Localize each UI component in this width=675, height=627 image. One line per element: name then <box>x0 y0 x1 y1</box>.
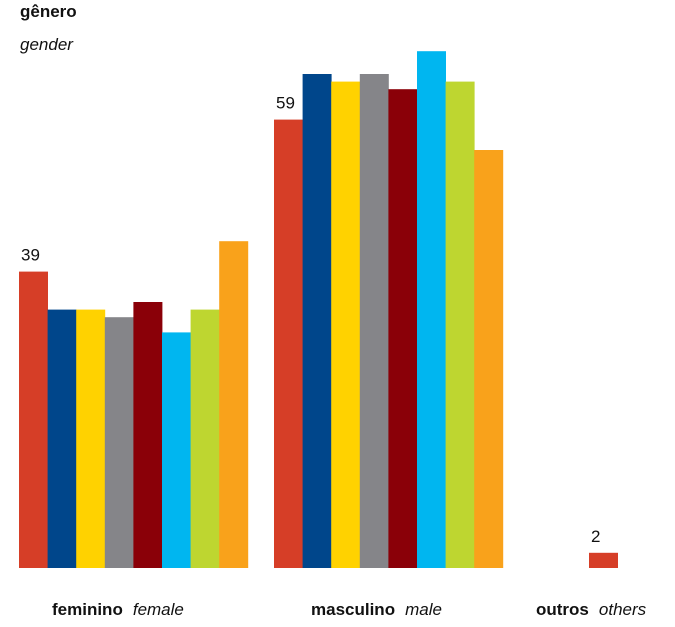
bar-feminino-0 <box>19 271 48 568</box>
data-label-outros: 2 <box>591 527 600 546</box>
category-label-masculino: masculino male <box>311 600 442 620</box>
chart-title: gênero <box>20 2 77 21</box>
bar-feminino-3 <box>104 317 134 568</box>
category-label-en: others <box>598 600 647 619</box>
data-label-masculino: 59 <box>276 94 295 113</box>
bar-feminino-7 <box>219 241 249 568</box>
bar-masculino-0 <box>274 119 303 568</box>
category-label-pt: outros <box>536 600 589 619</box>
bar-masculino-6 <box>445 81 475 568</box>
category-label-pt: masculino <box>311 600 396 619</box>
category-label-outros: outros others <box>536 600 646 620</box>
category-label-en: male <box>405 600 442 619</box>
bar-masculino-5 <box>417 51 446 568</box>
category-label-pt: feminino <box>52 600 123 619</box>
bar-outros-0 <box>589 552 618 568</box>
bar-masculino-3 <box>359 74 389 568</box>
bar-masculino-4 <box>388 89 418 568</box>
category-label-feminino: feminino female <box>52 600 184 620</box>
bar-feminino-4 <box>133 302 163 568</box>
data-label-feminino: 39 <box>21 246 40 265</box>
chart-subtitle: gender <box>20 35 73 54</box>
bar-feminino-6 <box>190 309 220 568</box>
bar-masculino-2 <box>331 81 361 568</box>
bar-feminino-1 <box>47 309 77 568</box>
bar-masculino-7 <box>474 150 504 568</box>
bar-masculino-1 <box>302 74 332 568</box>
bar-feminino-5 <box>162 332 191 568</box>
bar-feminino-2 <box>76 309 106 568</box>
category-label-en: female <box>132 600 184 619</box>
